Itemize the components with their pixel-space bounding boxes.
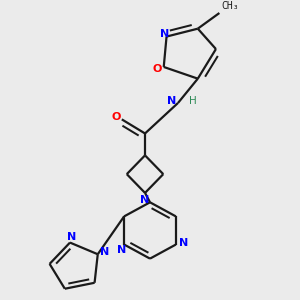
Text: H: H (189, 96, 197, 106)
Text: O: O (111, 112, 121, 122)
Text: N: N (117, 245, 126, 255)
Text: N: N (67, 232, 76, 242)
Text: CH₃: CH₃ (221, 1, 239, 10)
Text: N: N (140, 195, 150, 205)
Text: N: N (100, 247, 109, 257)
Text: N: N (178, 238, 188, 248)
Text: O: O (152, 64, 162, 74)
Text: N: N (167, 96, 177, 106)
Text: N: N (160, 29, 170, 39)
